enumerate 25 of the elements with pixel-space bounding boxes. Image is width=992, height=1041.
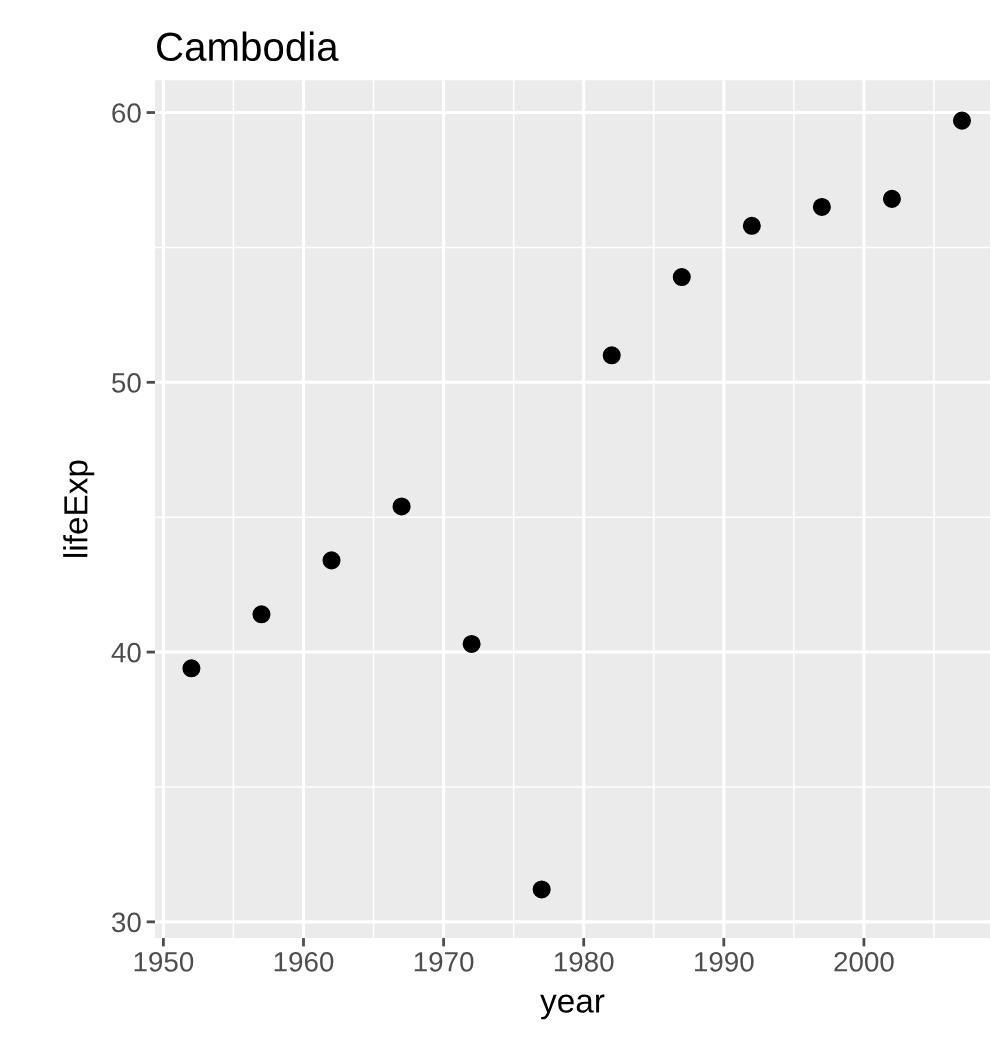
point — [602, 346, 621, 365]
y-tick-label: 30 — [111, 912, 141, 933]
point — [322, 551, 341, 570]
chart-title: Cambodia — [157, 31, 339, 62]
point — [462, 634, 481, 654]
point — [742, 216, 761, 235]
point — [952, 111, 972, 130]
y-axis-title: lifeExp — [63, 460, 95, 557]
point — [252, 605, 271, 624]
x-axis-title: year — [540, 994, 605, 1020]
point — [392, 497, 411, 516]
x-tick-label: 1970 — [414, 951, 474, 972]
point — [812, 197, 831, 216]
x-tick-label: 1960 — [274, 951, 334, 972]
x-tick-label: 1950 — [134, 951, 194, 972]
y-tick-label: 50 — [112, 372, 141, 393]
y-tick-label: 60 — [112, 103, 141, 123]
y-tick-label: 40 — [111, 642, 141, 663]
x-tick-label: 1990 — [695, 951, 754, 972]
point — [182, 659, 201, 678]
point — [532, 880, 551, 899]
x-tick-label: 2000 — [834, 951, 894, 972]
x-tick-label: 1980 — [554, 951, 614, 972]
point — [882, 189, 901, 208]
point — [672, 268, 691, 287]
